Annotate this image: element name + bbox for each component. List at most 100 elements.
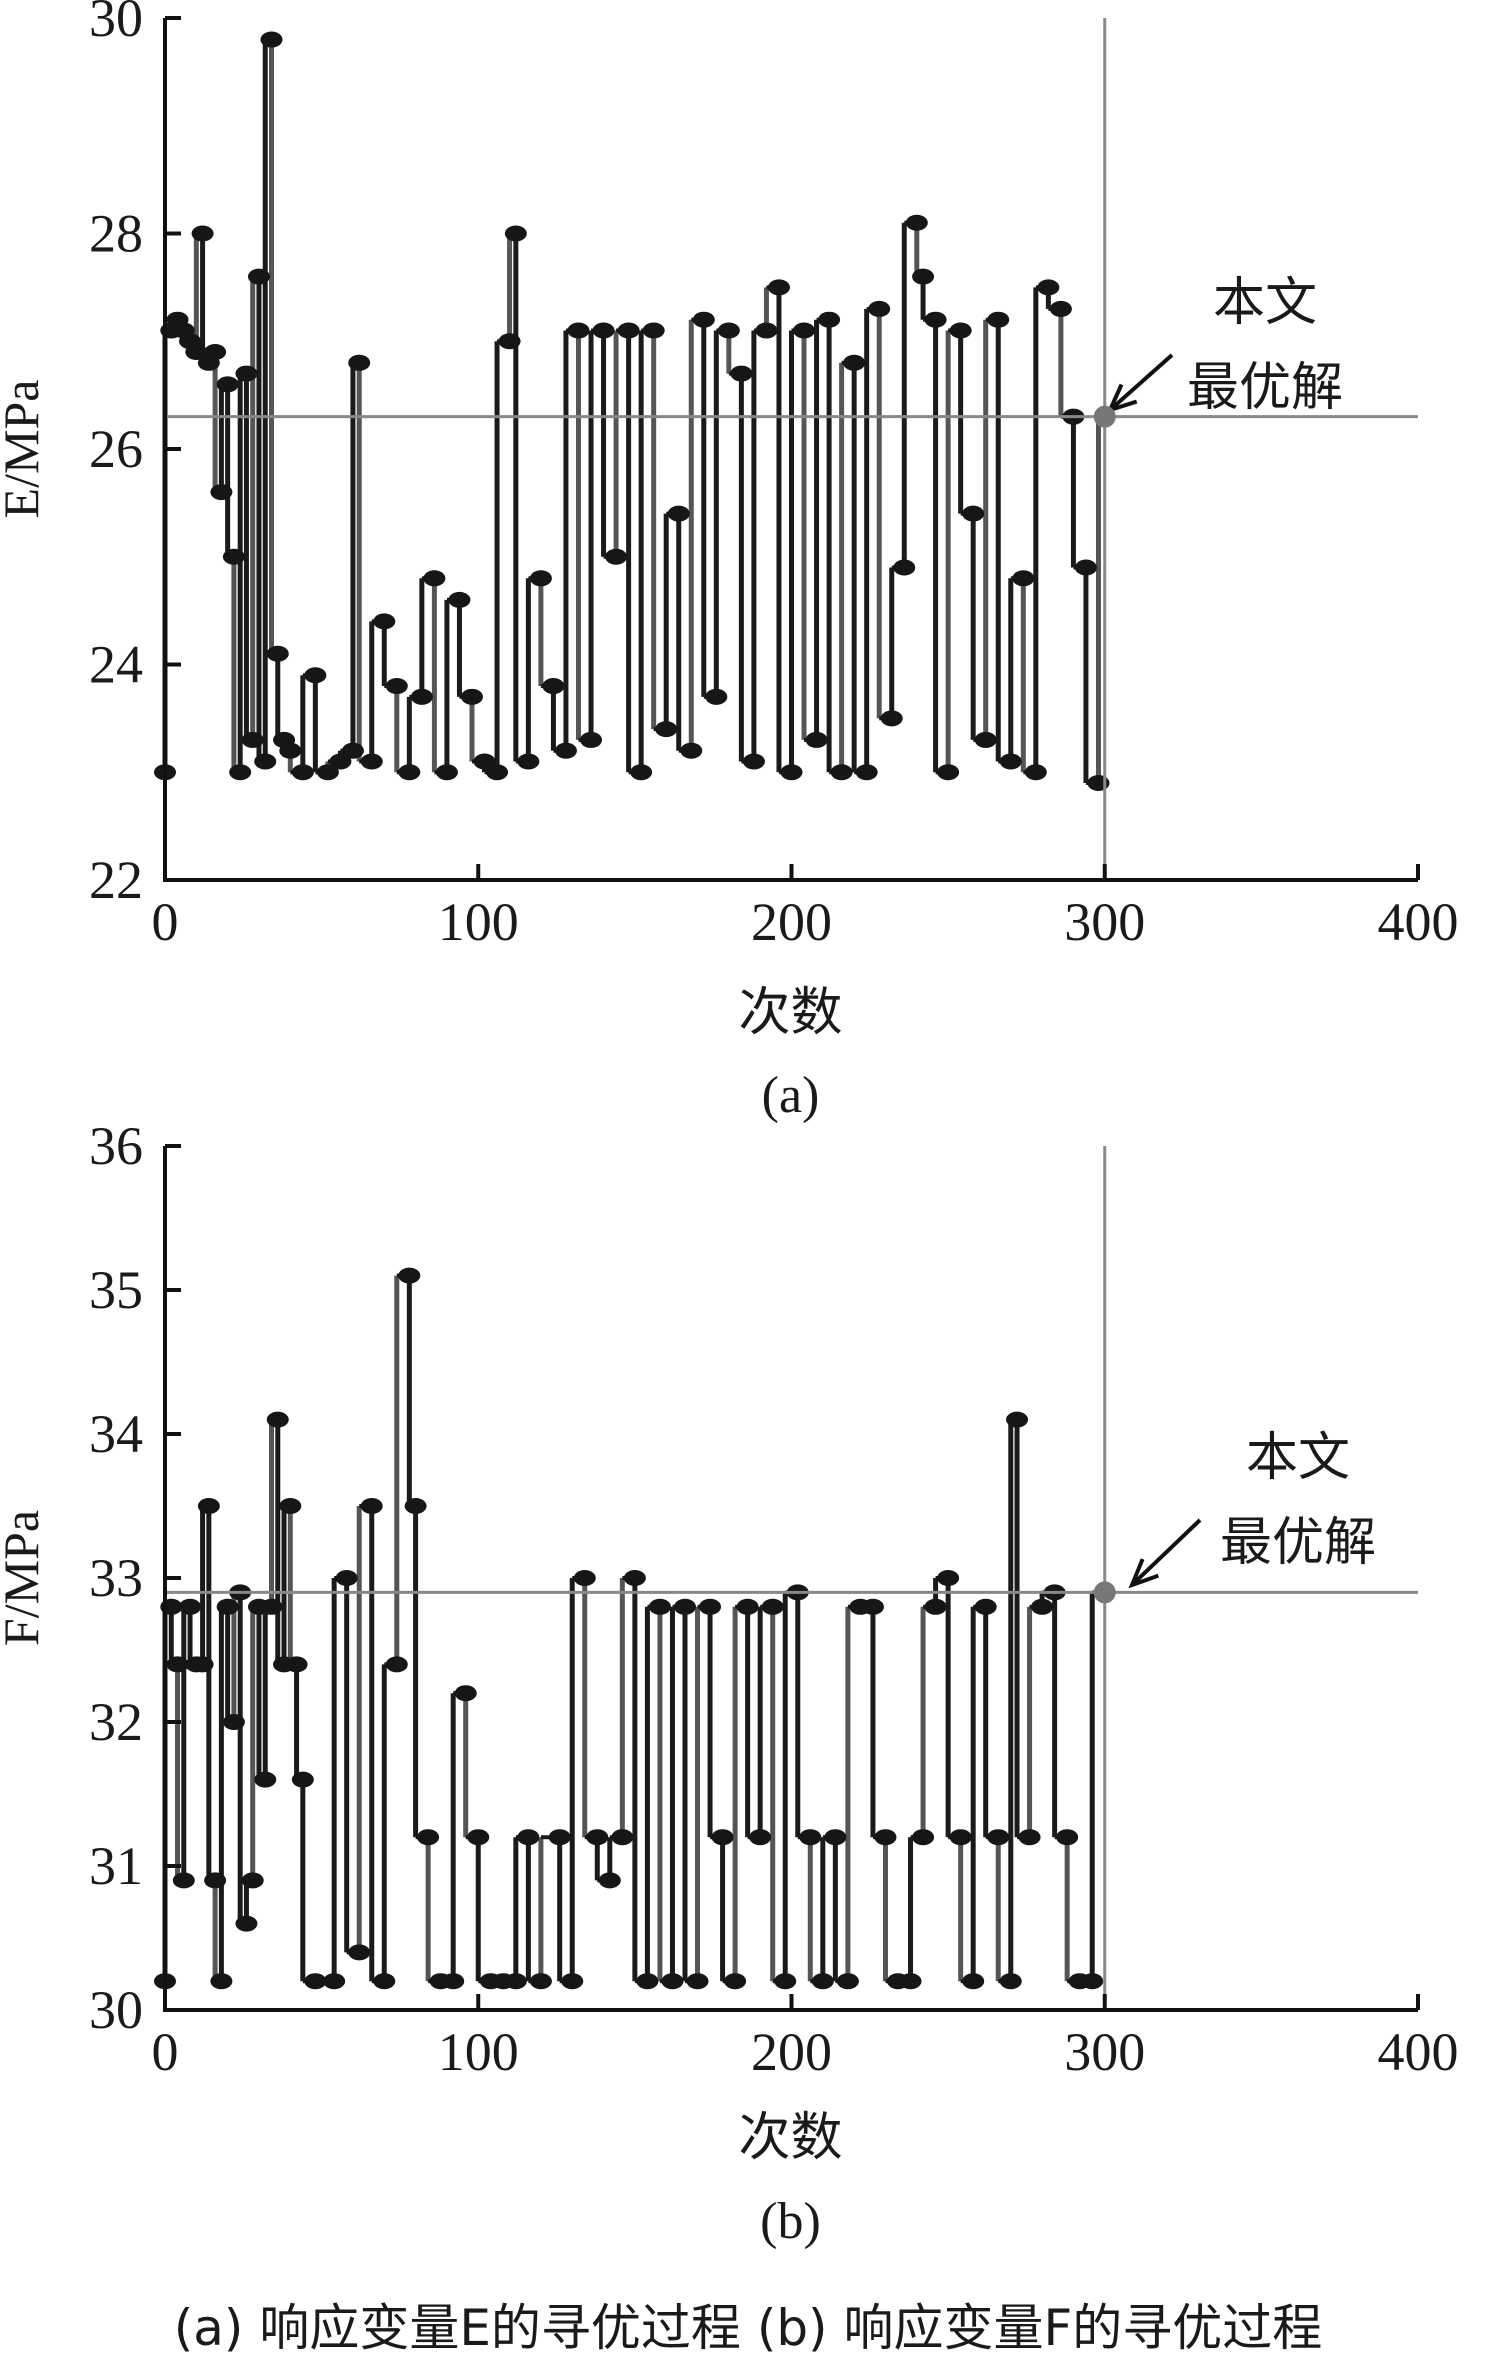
data-point [673,1598,696,1615]
arrow-shaft [1130,1518,1202,1587]
ticks-b: 0 100 200 300 400 30 31 32 33 34 35 36 [89,1116,1459,2082]
data-point [605,548,628,565]
data-point [987,311,1010,328]
data-point [586,1829,609,1846]
data-point [329,753,352,770]
data-point [937,1570,960,1586]
subtitle-b: (b) [760,2193,821,2250]
data-point [417,1829,440,1846]
data-point [1049,300,1072,317]
data-point [360,753,383,770]
data-point [498,333,521,350]
data-point [216,376,239,393]
x-tick-label: 200 [751,2022,832,2082]
data-point [448,591,471,608]
data-point [1031,1598,1054,1615]
data-point [304,1973,327,1990]
data-point [517,1829,540,1846]
data-point [736,1598,759,1615]
data-point [260,1598,283,1615]
data-point [279,1498,302,1514]
data-point [529,1973,552,1990]
data-point [962,1973,985,1990]
data-point [655,721,678,738]
data-point [179,1598,202,1615]
data-point [279,742,302,759]
data-point [216,1598,239,1615]
data-point [197,1498,220,1514]
data-point [229,764,252,781]
data-marks-b [154,1267,1116,1990]
data-point [742,753,765,770]
data-point [974,1598,997,1615]
annotation-line1-b: 本文 [1246,1428,1350,1488]
data-point [680,742,703,759]
data-point [987,1829,1010,1846]
x-tick-label: 100 [438,892,519,952]
x-tick-label: 400 [1378,2022,1459,2082]
data-point [254,1771,277,1788]
data-point [648,1598,671,1615]
data-point [316,764,339,781]
data-point [592,322,615,339]
data-point [410,688,433,705]
data-point [529,570,552,587]
data-point [880,710,903,727]
data-point [1018,1829,1041,1846]
data-point [323,1973,346,1990]
y-tick-label: 36 [89,1116,143,1176]
arrow-shaft [1108,353,1174,412]
x-tick-label: 300 [1064,2022,1145,2082]
data-point [1012,570,1035,587]
data-point [454,1685,477,1702]
annotation-line1-a: 本文 [1213,273,1317,333]
y-tick-label: 28 [89,204,143,264]
data-point [912,268,935,285]
data-point [761,1598,784,1615]
data-point [724,1973,747,1990]
y-tick-label: 35 [89,1260,143,1320]
data-point [191,225,214,242]
data-point [385,678,408,695]
data-point [711,1829,734,1846]
optimum-point-a [1093,405,1116,428]
data-point [335,1570,358,1586]
data-point [266,645,289,662]
data-point [210,484,233,501]
y-tick-label: 31 [89,1836,143,1896]
data-point [404,1498,427,1514]
data-point [567,322,590,339]
data-point [348,1944,371,1961]
annotation-line2-b: 最优解 [1220,1513,1376,1573]
data-point [222,548,245,565]
data-point [717,322,740,339]
data-point [204,344,227,361]
data-point [630,764,653,781]
data-point [172,1872,195,1889]
data-point [486,764,509,781]
data-point [442,1973,465,1990]
data-point [360,1498,383,1514]
arrow-head [1128,1558,1160,1589]
data-point [204,1872,227,1889]
data-point [1081,1973,1104,1990]
data-point [373,613,396,630]
data-point [705,688,728,705]
y-axis-label-a: E/MPa [0,380,49,519]
ticks-a: 0 100 200 300 400 22 24 26 28 30 [89,0,1459,952]
y-tick-label: 34 [89,1404,143,1464]
x-tick-label: 0 [152,892,179,952]
data-point [385,1656,408,1673]
data-point [348,354,371,371]
data-point [1037,279,1060,296]
data-point [830,764,853,781]
data-point [949,1829,972,1846]
data-point [291,764,314,781]
data-point [1074,559,1097,576]
data-point [191,1656,214,1673]
y-tick-label: 30 [89,0,143,48]
optimum-point-b [1093,1581,1116,1604]
x-tick-label: 100 [438,2022,519,2082]
